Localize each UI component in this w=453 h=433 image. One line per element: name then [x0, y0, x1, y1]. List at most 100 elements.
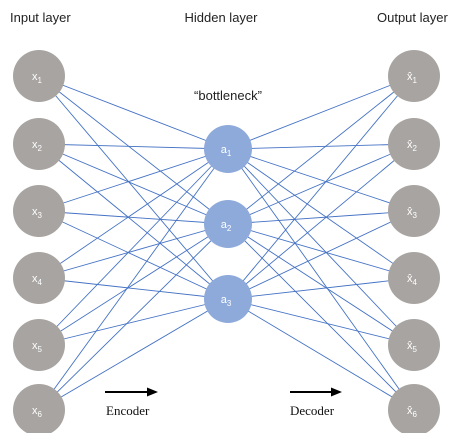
hidden-node-a3-label-base: a: [221, 294, 228, 306]
input-node-x2-circle: [13, 118, 65, 170]
edge-x3-a2: [38, 210, 229, 225]
edge-a1-xhat5: [227, 148, 415, 346]
output-node-xhat5: x̂5: [388, 319, 440, 371]
input-node-x5-label-sub: 5: [38, 345, 43, 354]
input-node-x6: x6: [13, 384, 65, 433]
input-node-x3-label-base: x: [32, 206, 38, 218]
input-node-x3-circle: [13, 185, 65, 237]
edge-a3-xhat4: [227, 277, 415, 300]
output-node-xhat3: x̂3: [388, 185, 440, 237]
edge-x5-a1: [38, 148, 229, 346]
output-node-xhat4-label: x̂4: [407, 273, 418, 287]
decoder-arrow: [290, 387, 342, 397]
hidden-node-a1-label: a1: [221, 144, 232, 158]
input-node-x5: x5: [13, 319, 65, 371]
edge-x4-a1: [38, 148, 229, 279]
edge-x3-a1: [38, 148, 229, 212]
hidden-node-a2: a2: [204, 200, 252, 248]
edge-a1-xhat1: [227, 75, 415, 150]
edge-a3-xhat6: [227, 298, 415, 411]
input-node-x1-label: x1: [32, 71, 43, 85]
encoder-arrow-head: [147, 387, 158, 397]
input-node-x2-label-sub: 2: [38, 144, 43, 153]
hidden-node-a1-circle: [204, 125, 252, 173]
input-node-x2: x2: [13, 118, 65, 170]
edge-a1-xhat6: [227, 148, 415, 411]
edge-a3-xhat5: [227, 298, 415, 346]
output-node-xhat2-label-base: x̂: [407, 139, 413, 151]
edge-x2-a1: [38, 143, 229, 150]
hidden-node-a3-label-sub: 3: [227, 299, 232, 308]
output-node-xhat4-label-sub: 4: [413, 278, 418, 287]
input-node-x5-circle: [13, 319, 65, 371]
encoder-arrow: [105, 387, 158, 397]
input-node-x4-label-base: x: [32, 273, 38, 285]
input-node-x4-label-sub: 4: [38, 278, 43, 287]
output-node-xhat5-label-sub: 5: [413, 345, 418, 354]
edge-a2-xhat2: [227, 143, 415, 225]
output-node-xhat3-label: x̂3: [407, 206, 418, 220]
input-node-x4-circle: [13, 252, 65, 304]
output-node-xhat6-label-base: x̂: [407, 405, 413, 417]
output-node-xhat6-label: x̂6: [407, 405, 418, 419]
hidden-node-a3-circle: [204, 275, 252, 323]
output-node-xhat2-circle: [388, 118, 440, 170]
hidden-node-a1-label-base: a: [221, 144, 228, 156]
hidden-node-a2-label-sub: 2: [227, 224, 232, 233]
input-node-x6-label-sub: 6: [38, 410, 43, 419]
input-node-x4-label: x4: [32, 273, 43, 287]
input-node-x3-label-sub: 3: [38, 211, 43, 220]
edge-a2-xhat6: [227, 223, 415, 411]
edge-a2-xhat5: [227, 223, 415, 346]
output-node-xhat5-circle: [388, 319, 440, 371]
hidden-node-a1: a1: [204, 125, 252, 173]
input-layer-title: Input layer: [10, 10, 71, 25]
input-node-x1-label-base: x: [32, 71, 38, 83]
input-node-x6-label-base: x: [32, 405, 38, 417]
hidden-node-a3-label: a3: [221, 294, 232, 308]
input-node-x1-label-sub: 1: [38, 76, 43, 85]
edge-a1-xhat4: [227, 148, 415, 279]
edge-x1-a1: [38, 75, 229, 150]
edge-x5-a3: [38, 298, 229, 346]
hidden-layer-title: Hidden layer: [185, 10, 259, 25]
edge-a1-xhat3: [227, 148, 415, 212]
output-node-xhat1-circle: [388, 50, 440, 102]
output-node-xhat2-label-sub: 2: [413, 144, 418, 153]
edge-x2-a2: [38, 143, 229, 225]
edge-a2-xhat1: [227, 75, 415, 225]
input-node-x6-label: x6: [32, 405, 43, 419]
output-node-xhat6-label-sub: 6: [413, 410, 418, 419]
input-node-x3-label: x3: [32, 206, 43, 220]
output-node-xhat2-label: x̂2: [407, 139, 418, 153]
input-node-x1-circle: [13, 50, 65, 102]
output-node-xhat2: x̂2: [388, 118, 440, 170]
edge-a3-xhat3: [227, 210, 415, 300]
edge-x6-a1: [38, 148, 229, 411]
output-node-xhat1: x̂1: [388, 50, 440, 102]
hidden-node-a1-label-sub: 1: [227, 149, 232, 158]
edge-a3-xhat2: [227, 143, 415, 300]
hidden-node-a2-label-base: a: [221, 219, 228, 231]
output-node-xhat6: x̂6: [388, 384, 440, 433]
hidden-node-a2-circle: [204, 200, 252, 248]
edge-a3-xhat1: [227, 75, 415, 300]
encoder-label: Encoder: [106, 403, 150, 418]
input-node-x5-label-base: x: [32, 340, 38, 352]
edge-x4-a2: [38, 223, 229, 279]
output-node-xhat4-label-base: x̂: [407, 273, 413, 285]
input-node-x5-label: x5: [32, 340, 43, 354]
output-node-xhat3-label-sub: 3: [413, 211, 418, 220]
output-node-xhat1-label-base: x̂: [407, 71, 413, 83]
decoder-arrow-head: [331, 387, 342, 397]
hidden-node-a3: a3: [204, 275, 252, 323]
edge-a1-xhat2: [227, 143, 415, 150]
decoder-label: Decoder: [290, 403, 335, 418]
input-node-x2-label: x2: [32, 139, 43, 153]
input-node-x4: x4: [13, 252, 65, 304]
output-layer-title: Output layer: [377, 10, 448, 25]
output-node-xhat4: x̂4: [388, 252, 440, 304]
edge-a2-xhat3: [227, 210, 415, 225]
